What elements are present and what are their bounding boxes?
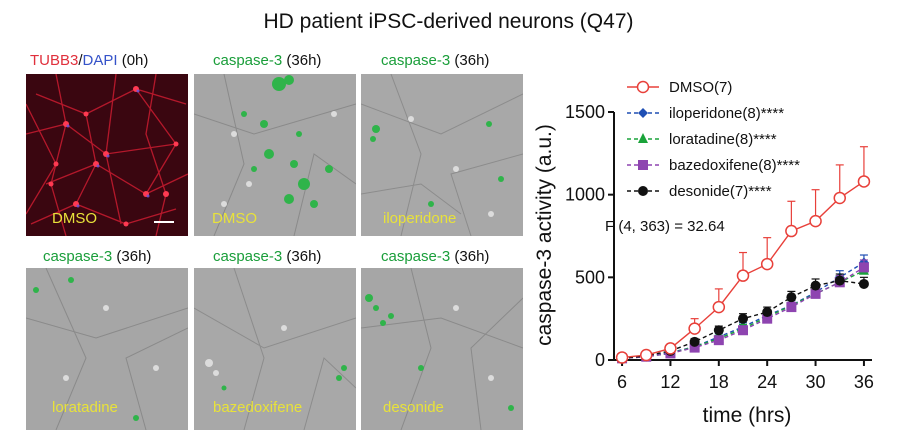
chart-axes: 6 12 18 24 30 36 0 500 1000 1500 [565,102,874,392]
data-point [833,191,846,205]
data-point [689,342,700,353]
data-point [736,269,750,282]
x-tick-label: 18 [709,372,729,392]
x-tick-label: 12 [660,372,680,392]
x-tick-label: 24 [757,372,777,392]
legend-label: bazedoxifene(8)**** [669,157,800,174]
data-point [786,292,797,303]
panel-6-label: caspase-3 (36h) [381,248,490,265]
panel-3-label: caspase-3 (36h) [381,52,490,69]
panel-2-condition: DMSO [212,210,257,227]
phase-image [194,268,356,430]
data-point [615,351,629,364]
panel-5-condition: bazedoxifene [213,399,303,416]
phase-image [26,268,188,430]
panel-2-label: caspase-3 (36h) [213,52,322,69]
data-point [858,262,869,273]
data-point [762,313,773,324]
legend-label: iloperidone(8)**** [669,105,784,122]
legend-label: loratadine(8)**** [669,131,777,148]
panel-6-condition: desonide [383,399,444,416]
data-point [638,186,648,196]
y-tick-label: 0 [595,350,605,370]
data-point [713,325,724,336]
fluorescence-image [26,74,188,236]
data-point [689,336,700,347]
legend-label: DMSO(7) [669,79,732,96]
x-axis-label: time (hrs) [703,404,792,427]
panel-5-label: caspase-3 (36h) [213,248,322,265]
micrograph-iloperidone-36h [361,74,523,236]
micrograph-dmso-36h [194,74,356,236]
data-point [640,348,653,362]
chart-legend: DMSO(7) iloperidone(8)**** loratadine(8)**… [627,79,800,200]
micrograph-loratadine-36h [26,268,188,430]
data-point [738,325,748,336]
data-point [713,335,724,346]
phase-image [361,74,523,236]
micrograph-desonide-36h [361,268,523,430]
panel-3-condition: iloperidone [383,210,457,227]
panel-4-condition: loratadine [52,399,118,416]
series-0 [615,146,871,364]
panel-1-label: TUBB3/DAPI (0h) [30,52,149,69]
panel-4-label: caspase-3 (36h) [43,248,152,265]
data-point [858,278,869,289]
data-point [638,160,648,170]
data-point [857,175,871,188]
data-point [834,275,845,286]
data-point [786,302,797,313]
data-point [785,224,798,238]
data-point [809,214,822,228]
y-axis-label: caspase-3 activity (a.u.) [533,124,556,346]
data-point [810,288,821,299]
x-tick-label: 30 [806,372,826,392]
data-point [636,80,650,94]
y-tick-label: 1000 [565,185,605,205]
data-point [810,280,821,291]
legend-label: desonide(7)**** [669,183,772,200]
caspase-3-activity-chart: 6 12 18 24 30 36 0 500 1000 1500 DMSO(7) iloperido… [533,79,874,427]
data-point [738,313,748,324]
y-tick-label: 500 [575,267,605,287]
data-point [638,133,648,143]
data-point [638,108,648,118]
data-point [760,257,774,271]
chart-series [615,146,871,364]
y-tick-label: 1500 [565,102,605,122]
phase-image [361,268,523,430]
f-statistic-annotation: F (4, 363) = 32.64 [605,218,725,235]
data-point [688,322,701,335]
micrograph-tubb3-dapi [26,74,188,236]
figure-title: HD patient iPSC-derived neurons (Q47) [263,10,634,33]
data-point [762,307,773,318]
x-tick-label: 36 [854,372,874,392]
micrograph-bazedoxifene-36h [194,268,356,430]
data-point [712,300,726,314]
data-point [664,342,677,355]
phase-image [194,74,356,236]
panel-1-condition: DMSO [52,210,97,227]
series-4 [617,273,869,364]
x-tick-label: 6 [617,372,627,392]
